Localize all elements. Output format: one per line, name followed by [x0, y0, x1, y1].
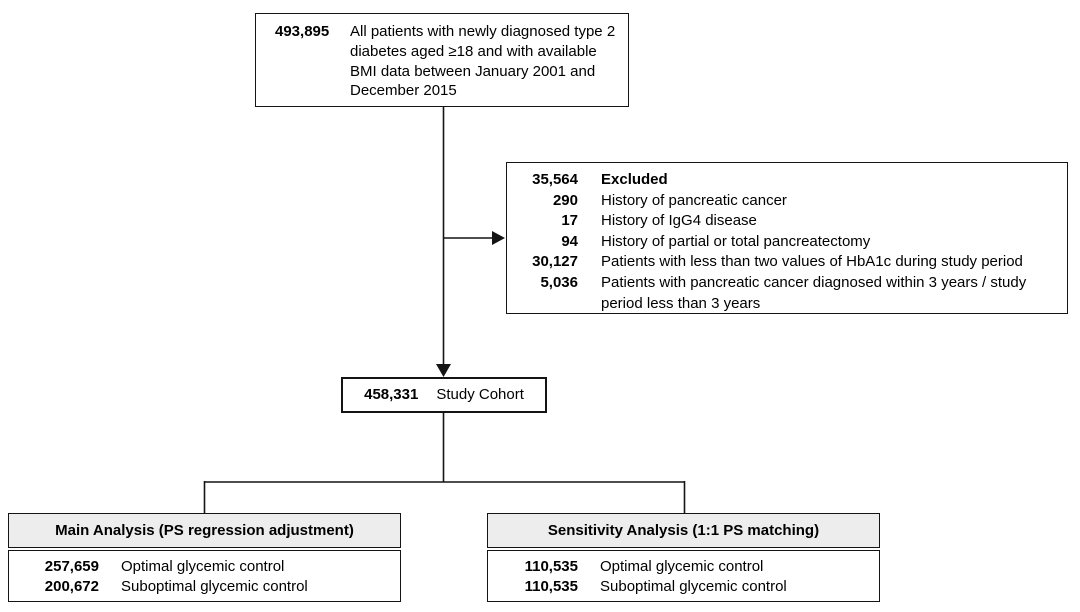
excluded-item-label: History of pancreatic cancer [601, 191, 787, 209]
analysis-row-label: Suboptimal glycemic control [600, 578, 787, 595]
arrowhead-down-icon [436, 364, 451, 377]
sensitivity-analysis-body: 110,535 Optimal glycemic control 110,535… [487, 550, 880, 602]
top-population-label: All patients with newly diagnosed type 2… [350, 23, 616, 100]
analysis-row-count: 110,535 [524, 578, 578, 595]
excluded-item-count: 5,036 [540, 273, 578, 291]
excluded-item-count: 290 [552, 191, 578, 209]
analysis-row: 110,535 Optimal glycemic control [488, 557, 879, 577]
analysis-row: 257,659 Optimal glycemic control [9, 557, 400, 577]
excluded-header-row: 35,564 Excluded [507, 170, 1067, 191]
excluded-item-list: 290 History of pancreatic cancer 17 Hist… [507, 191, 1067, 315]
excluded-item-count: 94 [561, 232, 578, 250]
excluded-count: 35,564 [532, 171, 578, 188]
main-analysis-body: 257,659 Optimal glycemic control 200,672… [8, 550, 401, 602]
sensitivity-analysis-header: Sensitivity Analysis (1:1 PS matching) [487, 513, 880, 548]
top-population-count: 493,895 [275, 23, 330, 40]
excluded-item-count: 30,127 [532, 253, 578, 271]
analysis-row: 110,535 Suboptimal glycemic control [488, 577, 879, 597]
excluded-item-label: History of partial or total pancreatecto… [601, 232, 871, 250]
excluded-item-count: 17 [561, 212, 578, 230]
study-cohort-label: Study Cohort [436, 386, 524, 404]
study-cohort-count: 458,331 [364, 386, 419, 404]
excluded-item-row: 94 History of partial or total pancreate… [507, 232, 1067, 253]
sensitivity-analysis-group: Sensitivity Analysis (1:1 PS matching) 1… [487, 513, 880, 602]
excluded-item-row: 17 History of IgG4 disease [507, 211, 1067, 232]
analysis-row-label: Optimal glycemic control [600, 558, 764, 575]
excluded-item-label: Patients with pancreatic cancer diagnose… [601, 273, 1027, 312]
analysis-row-count: 200,672 [44, 578, 99, 595]
excluded-label: Excluded [601, 171, 668, 188]
study-cohort-box: 458,331 Study Cohort [341, 377, 547, 413]
excluded-item-row: 30,127 Patients with less than two value… [507, 252, 1067, 273]
main-analysis-header: Main Analysis (PS regression adjustment) [8, 513, 401, 548]
analysis-row-count: 257,659 [44, 558, 99, 575]
analysis-row-count: 110,535 [524, 558, 578, 575]
analysis-row: 200,672 Suboptimal glycemic control [9, 577, 400, 597]
analysis-row-label: Optimal glycemic control [121, 558, 285, 575]
excluded-item-label: Patients with less than two values of Hb… [601, 253, 1023, 271]
excluded-item-label: History of IgG4 disease [601, 212, 757, 230]
sensitivity-analysis-title: Sensitivity Analysis (1:1 PS matching) [547, 521, 820, 539]
excluded-box: 35,564 Excluded 290 History of pancreati… [506, 162, 1068, 314]
excluded-item-row: 5,036 Patients with pancreatic cancer di… [507, 273, 1067, 314]
arrowhead-right-icon [492, 231, 505, 245]
main-analysis-group: Main Analysis (PS regression adjustment)… [8, 513, 401, 602]
main-analysis-title: Main Analysis (PS regression adjustment) [55, 521, 354, 539]
top-population-box: 493,895 All patients with newly diagnose… [255, 13, 629, 107]
analysis-row-label: Suboptimal glycemic control [121, 578, 308, 595]
excluded-item-row: 290 History of pancreatic cancer [507, 191, 1067, 212]
